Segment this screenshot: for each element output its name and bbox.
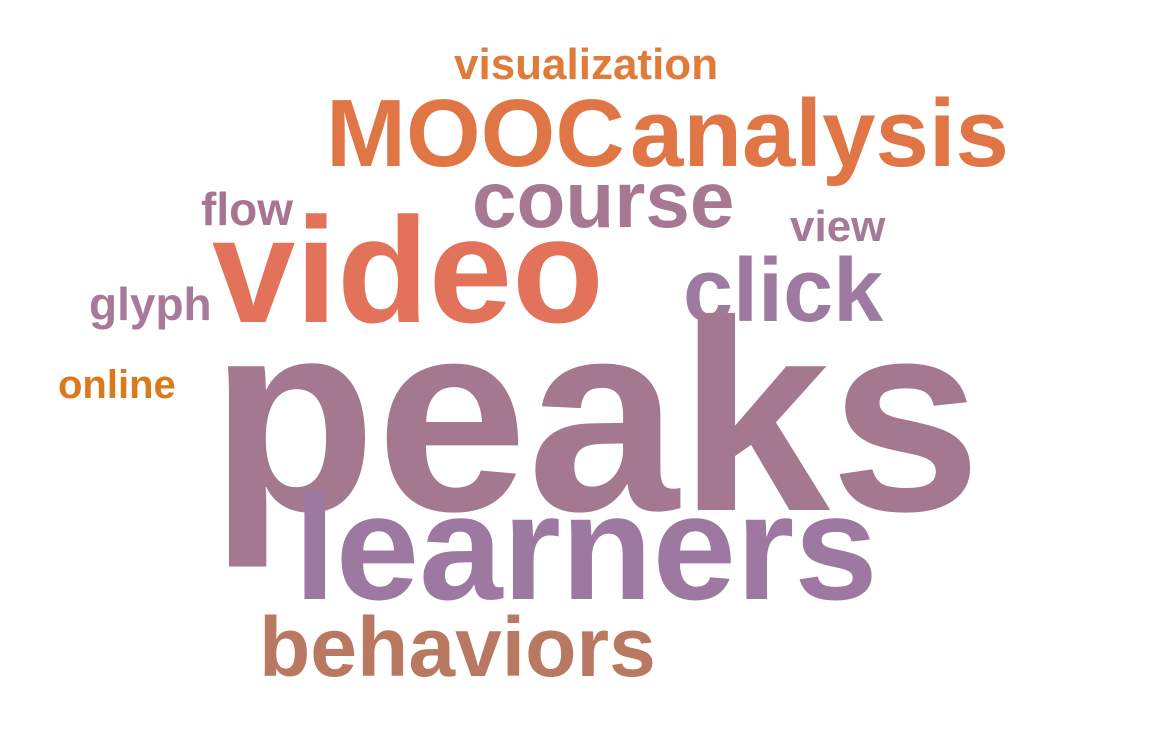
word-analysis: analysis [630,80,1009,187]
word-visualization: visualization [454,40,719,89]
word-glyph: glyph [89,278,212,330]
word-peaks: peaks [210,264,982,568]
word-behaviors: behaviors [259,600,656,694]
word-mooc: MOOC [326,80,625,187]
word-click: click [683,241,884,341]
word-learners: learners [294,463,878,631]
word-video: video [212,186,604,354]
word-view: view [790,202,886,251]
word-course: course [472,155,735,244]
word-flow: flow [201,183,293,235]
word-online: online [58,363,176,407]
